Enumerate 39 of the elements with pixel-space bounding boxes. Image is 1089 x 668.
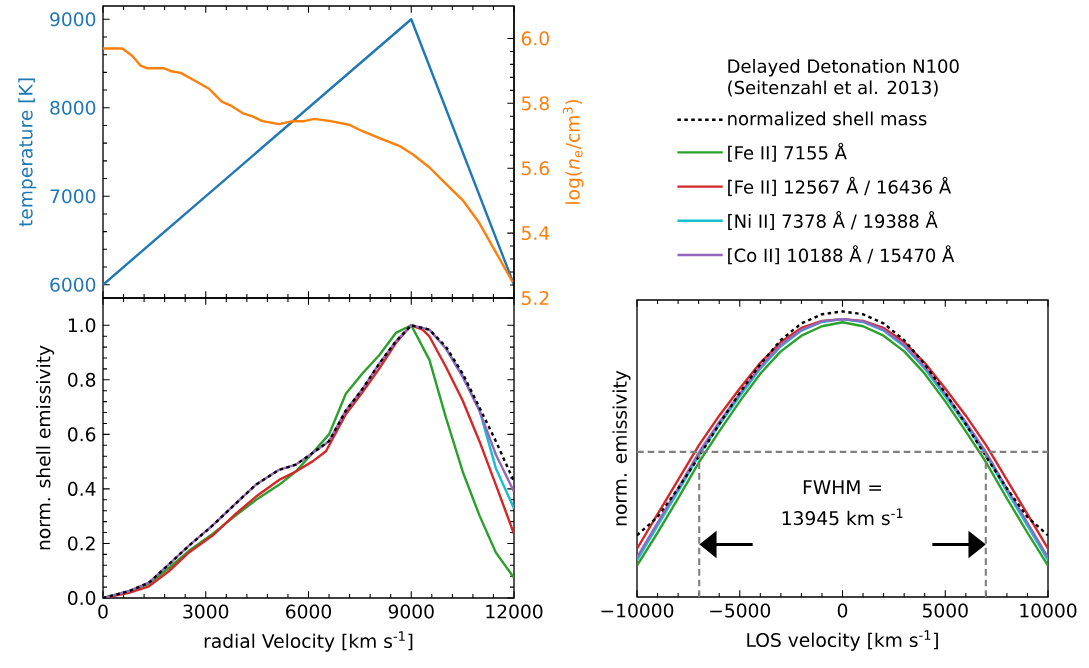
x-tick-label: 9000 bbox=[388, 604, 434, 619]
x-tick-label: 0 bbox=[837, 603, 848, 618]
x-tick-label: 3000 bbox=[183, 604, 229, 619]
y-tick-label: 0.2 bbox=[68, 536, 95, 551]
x-axis-title: radial Velocity [km s$^{-1}$] bbox=[204, 631, 413, 652]
legend-title: Delayed Detonation N100 (Seitenzahl et al. 2013) bbox=[728, 59, 959, 97]
x-axis-title: LOS velocity [km s$^{-1}$] bbox=[747, 630, 938, 651]
x-tick-label: 10000 bbox=[1020, 603, 1077, 618]
y-tick-label: 8000 bbox=[50, 100, 96, 115]
legend-label: [Fe II] 7155 Å bbox=[728, 142, 847, 162]
y-tick-label: 7000 bbox=[50, 189, 96, 204]
y2-tick-label: 5.2 bbox=[521, 290, 549, 306]
x-tick-label: 12000 bbox=[486, 604, 543, 619]
y-axis-title: norm. shell emissivity bbox=[36, 345, 55, 550]
y-tick-label: 0.8 bbox=[68, 372, 96, 387]
legend-label: [Co II] 10188 Å / 15470 Å bbox=[728, 245, 955, 265]
x-tick-label: 0 bbox=[98, 604, 108, 619]
y-tick-label: 0.6 bbox=[68, 427, 96, 442]
legend-label: normalized shell mass bbox=[728, 111, 927, 126]
y2-tick-label: 6.0 bbox=[521, 31, 549, 46]
x-tick-label: −5000 bbox=[710, 603, 771, 618]
annotation: FWHM = bbox=[803, 480, 881, 494]
y-tick-label: 0.4 bbox=[68, 481, 96, 496]
y2-tick-label: 5.4 bbox=[521, 226, 550, 241]
y2-axis-title: log(n$_{e}$/cm$^{3}$) bbox=[562, 99, 584, 204]
y2-tick-label: 5.8 bbox=[521, 96, 549, 111]
x-tick-label: 5000 bbox=[922, 603, 968, 618]
annotation: 13945 km s$^{-1}$ bbox=[782, 508, 903, 526]
legend-label: [Fe II] 12567 Å / 16436 Å bbox=[728, 176, 952, 196]
x-tick-label: 6000 bbox=[286, 604, 332, 619]
y-tick-label: 1.0 bbox=[68, 318, 96, 333]
y-tick-label: 6000 bbox=[50, 277, 96, 292]
x-tick-label: −10000 bbox=[601, 603, 674, 618]
y-axis-title: temperature [K] bbox=[18, 78, 37, 227]
y-axis-title: norm. emissivity bbox=[612, 370, 631, 526]
y-tick-label: 9000 bbox=[50, 12, 96, 27]
y2-tick-label: 5.6 bbox=[521, 161, 550, 176]
y-tick-label: 0.0 bbox=[68, 590, 96, 606]
legend-label: [Ni II] 7378 Å / 19388 Å bbox=[728, 211, 938, 231]
